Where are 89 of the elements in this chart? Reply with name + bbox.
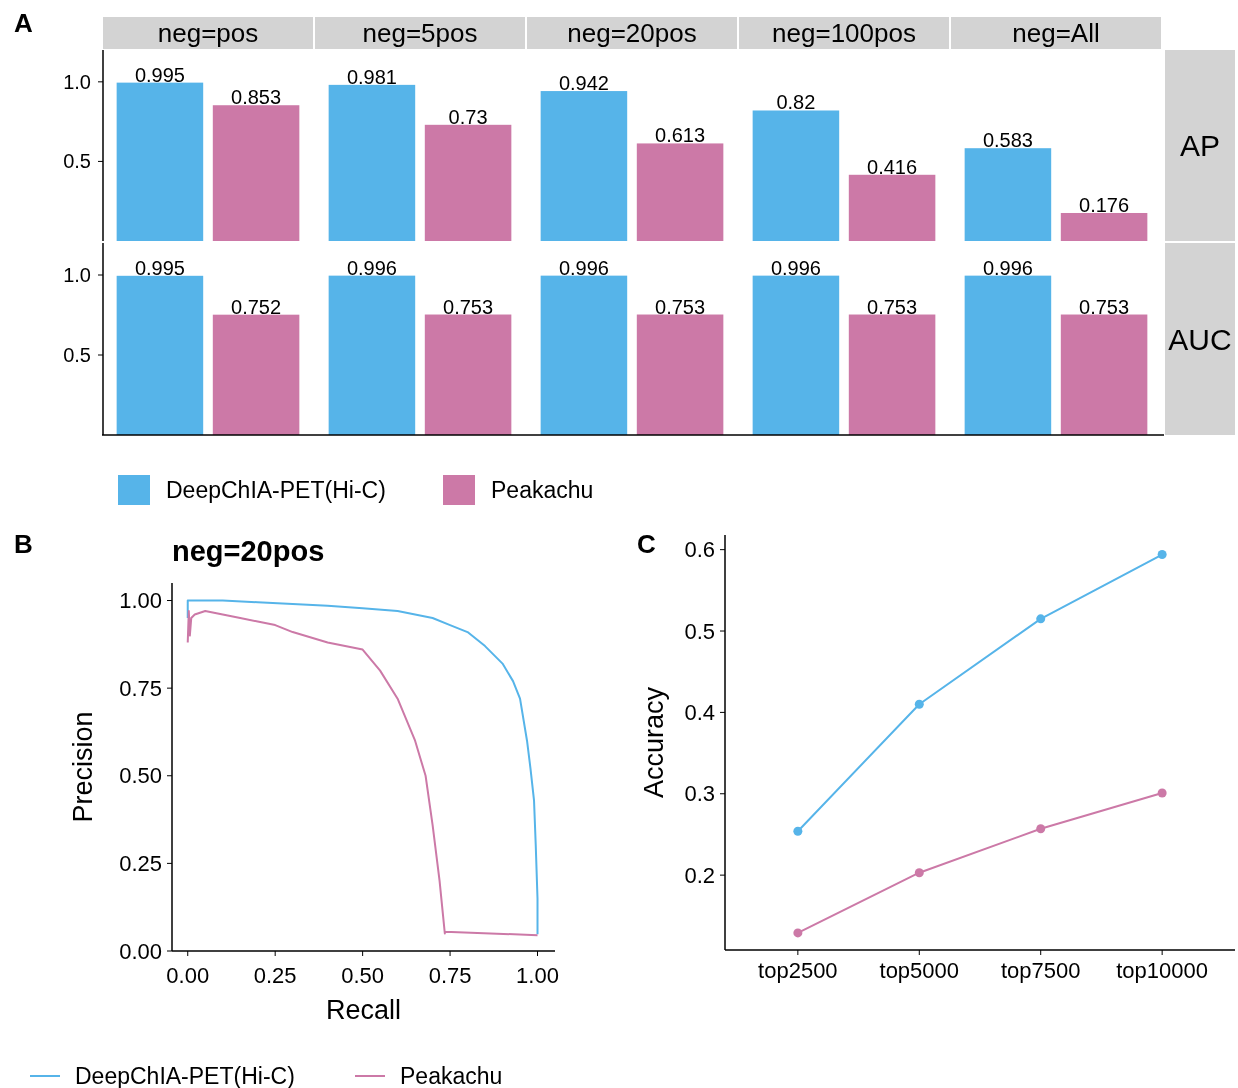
data-label: 0.176: [1079, 193, 1130, 216]
x-tick-label: neg=20pos: [567, 18, 697, 49]
y-tick-label: 0.75: [119, 675, 162, 701]
data-label: 0.996: [982, 256, 1033, 279]
x-tick-label: 0.50: [341, 963, 385, 988]
data-label: 0.73: [448, 105, 488, 128]
y-tick-label: 0.6: [684, 537, 715, 563]
point: [914, 868, 924, 878]
data-label: 0.996: [770, 256, 821, 279]
data-label: 0.416: [867, 155, 918, 178]
bar: [116, 275, 204, 435]
data-label: 0.613: [655, 124, 706, 147]
bar: [1060, 314, 1148, 435]
y-tick-label: 0.5: [684, 618, 715, 644]
x-tick-label: 0.00: [166, 963, 210, 988]
x-tick-label: neg=pos: [157, 18, 259, 49]
text: A: [14, 8, 33, 38]
legend-label: Peakachu: [400, 1063, 503, 1088]
data-label: 0.996: [346, 256, 397, 279]
x-tick-label: top2500: [758, 958, 838, 983]
point: [1157, 788, 1167, 798]
legend-label: DeepChIA-PET(Hi-C): [75, 1063, 295, 1088]
x-tick-label: 0.75: [428, 963, 472, 988]
data-label: 0.981: [346, 65, 397, 88]
bar: [964, 148, 1052, 241]
y-tick-label: 1.0: [63, 70, 91, 93]
y-tick-label: 1.00: [119, 588, 162, 614]
point: [1036, 824, 1046, 834]
data-label: 0.753: [443, 295, 494, 318]
x-tick-label: 1.00: [516, 963, 559, 988]
data-label: 0.753: [867, 295, 918, 318]
bar: [116, 82, 204, 241]
x-tick-label: top7500: [1000, 958, 1081, 983]
y-tick-label: 0.00: [119, 938, 162, 964]
bar: [636, 143, 724, 241]
bar: [328, 275, 416, 435]
bar: [540, 275, 628, 435]
text: B: [14, 529, 33, 559]
bar: [964, 275, 1052, 435]
y-tick-label: 1.0: [63, 264, 91, 286]
legend-label: Peakachu: [491, 477, 594, 504]
x-axis-title: Recall: [325, 995, 402, 1025]
bar: [424, 314, 512, 435]
bar: [212, 105, 300, 241]
data-label: 0.752: [231, 295, 282, 318]
bar: [540, 91, 628, 241]
y-tick-label: 0.25: [119, 851, 162, 877]
data-label: 0.753: [655, 295, 706, 318]
data-label: 0.82: [776, 91, 816, 114]
point: [914, 699, 924, 709]
x-tick-label: top5000: [879, 958, 960, 983]
y-tick-label: 0.3: [684, 781, 715, 807]
data-label: 0.995: [134, 63, 185, 86]
bar: [212, 314, 300, 435]
text: C: [637, 529, 656, 559]
bar: [328, 84, 416, 241]
y-tick-label: 0.4: [684, 700, 715, 726]
y2-axis-title: AP: [1179, 129, 1221, 162]
data-label: 0.583: [982, 129, 1033, 152]
bar: [1060, 212, 1148, 241]
data-label: 0.753: [1079, 295, 1130, 318]
legend-label: DeepChIA-PET(Hi-C): [166, 477, 386, 504]
data-label: 0.853: [231, 86, 282, 109]
data-label: 0.942: [558, 72, 609, 95]
x-tick-label: neg=All: [1012, 18, 1100, 49]
bar: [636, 314, 724, 435]
y-axis-title: Precision: [68, 711, 98, 823]
point: [1036, 614, 1046, 624]
bar: [752, 110, 840, 241]
bar: [848, 314, 936, 435]
data-label: 0.996: [558, 256, 609, 279]
x-tick-label: 0.25: [253, 963, 297, 988]
bar: [752, 275, 840, 435]
y-axis-title: Accuracy: [639, 686, 669, 799]
y-tick-label: 0.5: [63, 344, 91, 366]
point: [793, 928, 803, 938]
y-tick-label: 0.2: [684, 862, 715, 888]
y2-axis-title: AUC: [1168, 322, 1232, 356]
y-tick-label: 0.5: [63, 150, 91, 173]
x-tick-label: top10000: [1116, 958, 1209, 983]
chart-title: neg=20pos: [172, 535, 325, 567]
point: [793, 826, 803, 836]
x-tick-label: neg=100pos: [772, 18, 916, 49]
bar: [424, 124, 512, 241]
x-tick-label: neg=5pos: [362, 18, 478, 49]
point: [1157, 550, 1167, 560]
data-label: 0.995: [134, 256, 185, 279]
bar: [848, 174, 936, 241]
y-tick-label: 0.50: [119, 763, 162, 789]
